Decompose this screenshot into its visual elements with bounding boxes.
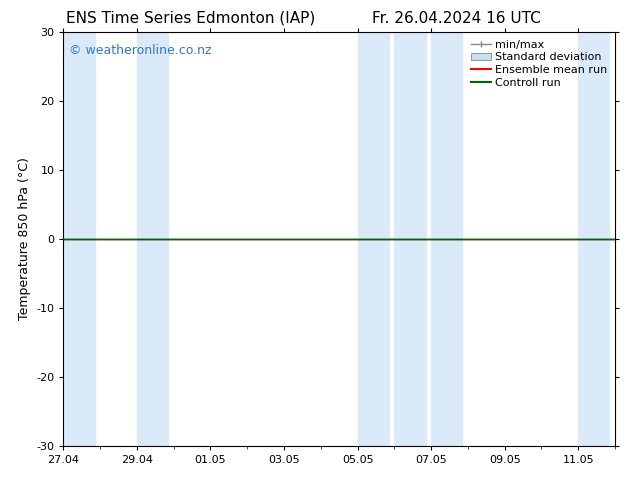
Bar [394,32,425,446]
Text: ENS Time Series Edmonton (IAP): ENS Time Series Edmonton (IAP) [65,11,315,26]
Text: © weatheronline.co.nz: © weatheronline.co.nz [69,44,211,57]
Bar [578,32,609,446]
Bar [431,32,462,446]
Text: Fr. 26.04.2024 16 UTC: Fr. 26.04.2024 16 UTC [372,11,541,26]
Bar [358,32,389,446]
Bar [137,32,168,446]
Y-axis label: Temperature 850 hPa (°C): Temperature 850 hPa (°C) [18,157,30,320]
Legend: min/max, Standard deviation, Ensemble mean run, Controll run: min/max, Standard deviation, Ensemble me… [469,37,609,90]
Bar [63,32,94,446]
